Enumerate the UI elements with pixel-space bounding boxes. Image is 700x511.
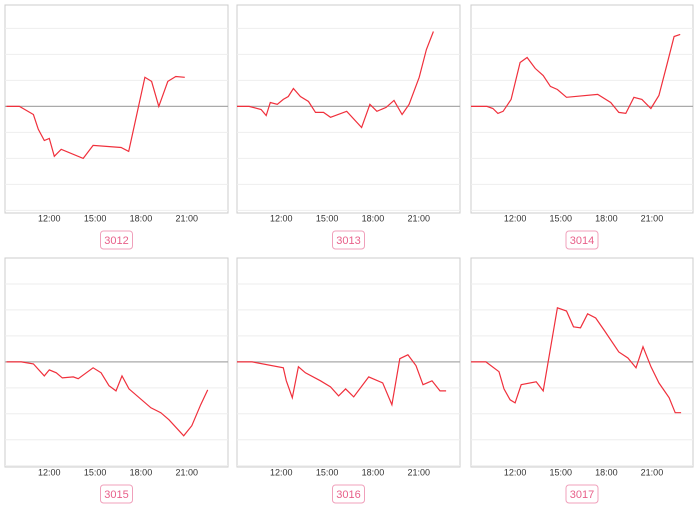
x-tick-label: 18:00 bbox=[595, 467, 618, 477]
label-box bbox=[565, 230, 599, 250]
x-tick-label: 21:00 bbox=[641, 467, 664, 477]
x-tick-label: 18:00 bbox=[130, 213, 153, 223]
chart-label: 3016 bbox=[336, 489, 360, 501]
label-box bbox=[332, 484, 365, 504]
x-tick-label: 21:00 bbox=[407, 213, 430, 223]
x-tick-label: 12:00 bbox=[270, 213, 293, 223]
label-box bbox=[100, 484, 133, 504]
plot-frame bbox=[470, 257, 694, 468]
chart-panel: 12:00 15:00 18:00 21:00 3017 bbox=[470, 257, 694, 504]
chart-panel: 12:00 15:00 18:00 21:00 3014 bbox=[470, 4, 694, 250]
x-tick-label: 18:00 bbox=[362, 467, 385, 477]
plot-frame bbox=[236, 257, 461, 468]
x-tick-label: 15:00 bbox=[316, 213, 339, 223]
chart-label: 3012 bbox=[104, 235, 128, 247]
x-tick-label: 12:00 bbox=[270, 467, 293, 477]
x-tick-label: 21:00 bbox=[175, 213, 198, 223]
label-box bbox=[565, 484, 599, 504]
plot-frame bbox=[470, 4, 694, 214]
plot-frame bbox=[236, 4, 461, 214]
x-tick-label: 12:00 bbox=[504, 467, 527, 477]
x-tick-label: 15:00 bbox=[549, 213, 572, 223]
data-line bbox=[471, 306, 682, 414]
chart-label: 3013 bbox=[336, 235, 360, 247]
plot-frame bbox=[4, 4, 229, 214]
x-tick-label: 18:00 bbox=[595, 213, 618, 223]
x-tick-label: 15:00 bbox=[549, 467, 572, 477]
x-tick-label: 12:00 bbox=[504, 213, 527, 223]
x-tick-label: 12:00 bbox=[38, 213, 61, 223]
label-box bbox=[332, 230, 365, 250]
x-tick-label: 21:00 bbox=[175, 467, 198, 477]
chart-panel: 12:00 15:00 18:00 21:00 3013 bbox=[236, 4, 461, 250]
x-tick-label: 18:00 bbox=[130, 467, 153, 477]
plot-frame bbox=[4, 257, 229, 468]
chart-panel: 12:00 15:00 18:00 21:00 3012 bbox=[4, 4, 229, 250]
x-tick-label: 21:00 bbox=[641, 213, 664, 223]
x-tick-label: 15:00 bbox=[84, 213, 107, 223]
chart-label: 3014 bbox=[570, 235, 594, 247]
x-tick-label: 15:00 bbox=[84, 467, 107, 477]
x-tick-label: 21:00 bbox=[407, 467, 430, 477]
chart-label: 3017 bbox=[570, 489, 594, 501]
data-line bbox=[237, 354, 447, 407]
data-line bbox=[6, 361, 209, 437]
chart-panel: 12:00 15:00 18:00 21:00 3016 bbox=[236, 257, 461, 504]
data-line bbox=[6, 75, 185, 160]
x-tick-label: 15:00 bbox=[316, 467, 339, 477]
x-tick-label: 12:00 bbox=[38, 467, 61, 477]
chart-panel: 12:00 15:00 18:00 21:00 3015 bbox=[4, 257, 229, 504]
data-line bbox=[471, 33, 681, 115]
label-box bbox=[100, 230, 133, 250]
chart-label: 3015 bbox=[104, 489, 128, 501]
data-line bbox=[237, 31, 434, 129]
x-tick-label: 18:00 bbox=[362, 213, 385, 223]
